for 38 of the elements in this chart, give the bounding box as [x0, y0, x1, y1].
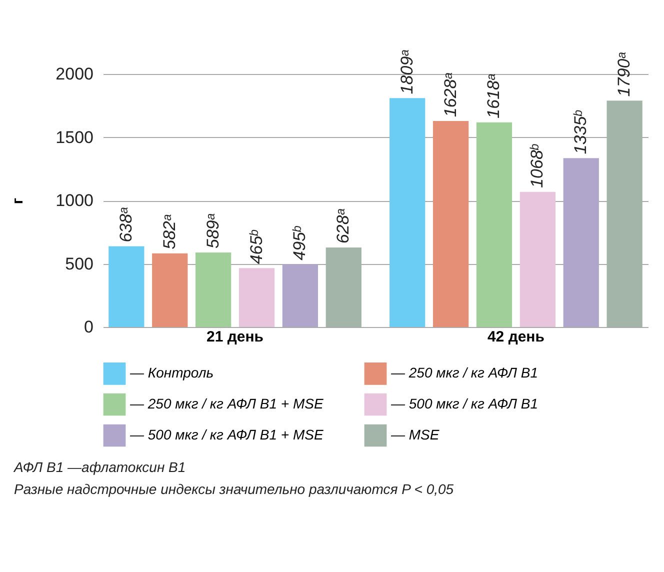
data-label: 582ᵃ [160, 214, 179, 250]
data-label: 1790ᵃ [614, 52, 634, 97]
bar [196, 252, 232, 327]
text: Разные надстрочные индексы значительно различаются P < 0,05 [14, 480, 455, 500]
y-tick-label: 1500 [56, 128, 94, 147]
x-tick-label: 42 день [487, 328, 544, 346]
legend-label: — 500 мкг / кг АФЛ В1 [390, 396, 538, 412]
legend-label: — 250 мкг / кг АФЛ В1 [390, 364, 538, 381]
bar [432, 121, 469, 327]
data-label: 589ᵃ [203, 213, 222, 248]
data-label: 1809ᵃ [397, 49, 416, 94]
data-label: 1618ᵃ [484, 74, 504, 118]
y-tick-label: 1000 [56, 191, 94, 210]
data-label: 495ᵇ [290, 225, 310, 260]
data-label: 1068ᵇ [528, 143, 547, 188]
bar [520, 192, 556, 327]
y-axis-title: г [10, 198, 27, 204]
y-tick-label: 500 [65, 254, 94, 274]
text: АФЛ В1 —афлатоксин В1 [14, 458, 187, 477]
legend-label: — 250 мкг / кг АФЛ В1 + MSE [129, 396, 324, 412]
data-label: 465ᵇ [246, 228, 266, 264]
y-tick-label: 0 [84, 318, 94, 336]
data-label: 1335ᵇ [571, 109, 590, 154]
bar [476, 122, 512, 327]
data-label: 1628ᵃ [440, 72, 460, 118]
bar [563, 158, 599, 327]
bar [108, 246, 144, 327]
bar [282, 264, 318, 327]
legend-label: — 500 мкг / кг АФЛ В1 + MSE [129, 426, 324, 442]
bar [238, 268, 275, 327]
legend-label: — MSE [390, 426, 440, 442]
data-label: 638ᵃ [116, 206, 136, 242]
bar [390, 98, 426, 327]
data-label: 628ᵃ [334, 208, 353, 244]
bar [152, 253, 188, 327]
x-tick-label: 21 день [206, 328, 264, 346]
legend-label: — Контроль [129, 364, 214, 381]
y-tick-label: 2000 [56, 64, 94, 84]
